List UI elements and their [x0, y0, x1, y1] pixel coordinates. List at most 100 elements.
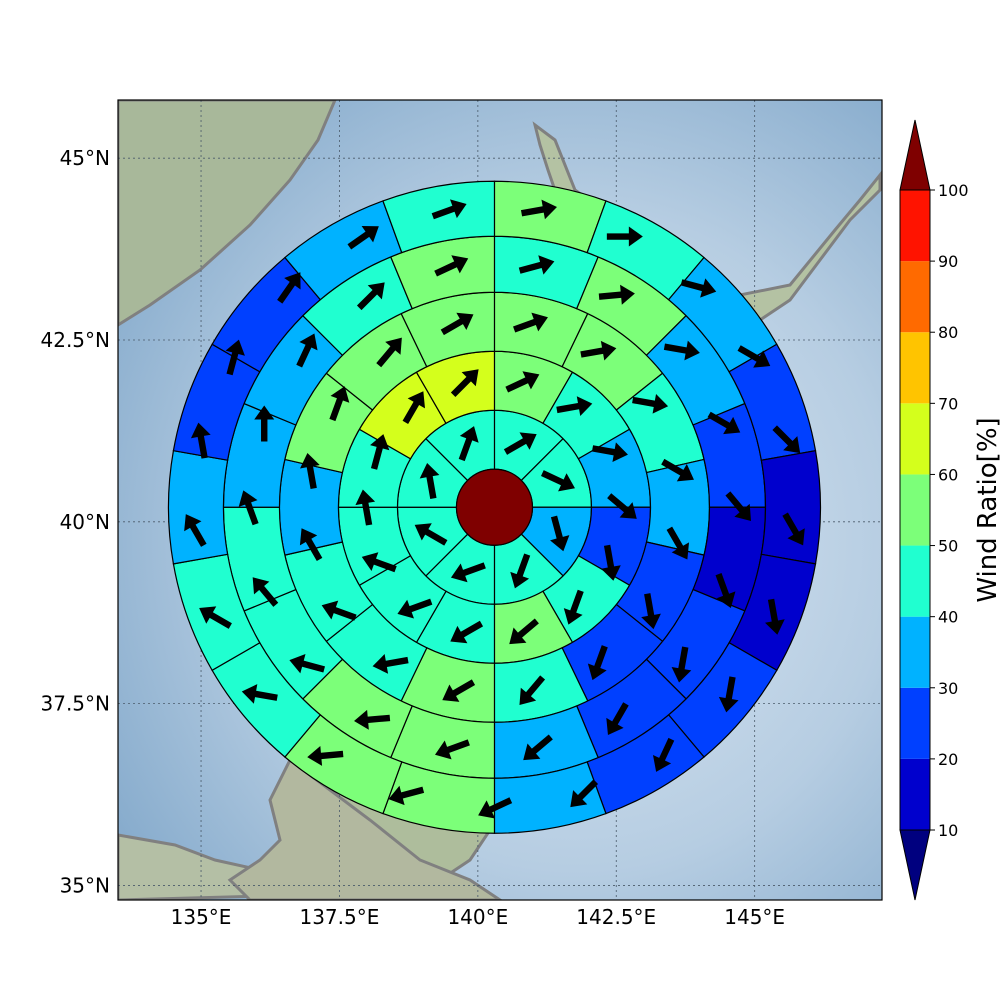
wind-arrow [587, 645, 608, 681]
lon-tick-label: 145°E [724, 905, 785, 929]
lat-tick-label: 40°N [60, 510, 110, 534]
colorbar-over-triangle [899, 119, 931, 191]
lon-tick-label: 142.5°E [576, 905, 656, 929]
center-cell [455, 468, 534, 546]
wind-arrow [435, 739, 470, 760]
land-mainland-asia [118, 100, 337, 327]
wind-arrow [307, 745, 344, 766]
wind-arrow [450, 620, 484, 644]
colorbar-tick-label: 80 [938, 323, 958, 342]
wind-arrow [225, 339, 245, 376]
wind-arrow [607, 493, 637, 519]
wind-arrow [458, 426, 479, 462]
wind-arrow [580, 340, 617, 361]
lon-tick-label: 140°E [447, 905, 508, 929]
wind-arrow [252, 577, 279, 607]
wind-arrow [772, 425, 801, 454]
wind-arrow [715, 573, 736, 608]
wind-arrow [254, 405, 275, 442]
wind-arrow [632, 393, 669, 414]
wind-arrow [598, 284, 635, 305]
wind-arrow [520, 199, 557, 220]
lat-tick-label: 42.5°N [41, 328, 111, 352]
wind-arrow [510, 553, 531, 589]
wind-arrow [199, 606, 232, 629]
wind-arrow [523, 734, 553, 761]
colorbar-label: Wind Ratio[%] [973, 417, 1000, 602]
wind-arrow [671, 646, 692, 683]
map-frame [117, 99, 883, 901]
wind-arrow [402, 391, 426, 424]
colorbar-tick-label: 10 [938, 821, 958, 840]
wind-arrow [652, 737, 675, 772]
wind-arrow [505, 371, 540, 393]
wind-arrow [431, 199, 467, 220]
wind-arrow [361, 552, 397, 573]
wind-arrow [680, 278, 717, 298]
wind-arrow [765, 598, 785, 635]
colorbar-tick-label: 30 [938, 679, 958, 698]
wind-arrow [450, 562, 486, 583]
wind-arrow [329, 386, 350, 422]
colorbar-under-triangle [899, 829, 931, 901]
wind-arrow [606, 226, 643, 247]
wind-arrow [641, 593, 661, 630]
colorbar-segment [900, 616, 930, 688]
colorbar-tick-label: 40 [938, 608, 958, 627]
wind-arrow [356, 282, 385, 311]
wind-arrow [591, 442, 628, 463]
wind-arrow [737, 345, 771, 368]
colorbar-segment [900, 545, 930, 617]
wind-arrow [238, 490, 259, 526]
colorbar-segment [900, 474, 930, 546]
colorbar-tick-label: 100 [938, 181, 969, 200]
colorbar-tick-label: 90 [938, 252, 958, 271]
wind-arrow [397, 598, 433, 619]
wind-arrow [190, 422, 211, 459]
wind-arrow [606, 702, 629, 736]
wind-arrow [241, 684, 278, 704]
wind-arrow [518, 255, 555, 275]
wind-arrow [299, 528, 323, 562]
wind-arrow [513, 312, 548, 333]
wind-arrow [450, 369, 479, 397]
colorbar-tick-label: 70 [938, 394, 958, 413]
wind-arrow [419, 462, 440, 499]
wind-arrow [442, 679, 476, 702]
wind-arrow [372, 654, 409, 674]
colorbar-segment [900, 190, 930, 262]
colorbar-tick-label: 20 [938, 750, 958, 769]
wind-arrow [376, 337, 402, 368]
wind-arrow [277, 272, 301, 304]
wind-arrow [440, 312, 474, 336]
colorbar: 10 20 30 40 50 60 70 80 90 100 [899, 119, 969, 901]
colorbar-segment [900, 332, 930, 404]
wind-arrow [184, 514, 207, 547]
lat-tick-labels: 35°N 37.5°N 40°N 42.5°N 45°N [41, 146, 111, 897]
wind-arrow [782, 512, 805, 546]
lat-tick-label: 45°N [60, 146, 110, 170]
wind-arrow [414, 523, 448, 546]
wind-arrow [347, 226, 379, 250]
wind-arrow [354, 709, 391, 730]
colorbar-frame [899, 189, 931, 831]
wind-arrow [503, 432, 537, 455]
polar-cell [760, 449, 822, 565]
wind-arrow [519, 675, 546, 705]
wind-arrow [300, 452, 320, 489]
wind-arrow [725, 491, 752, 522]
wind-arrow [388, 785, 425, 806]
wind-arrow [509, 618, 539, 645]
wind-arrow [563, 589, 584, 625]
colorbar-segment [900, 758, 930, 830]
wind-arrows [184, 199, 805, 819]
wind-arrow [355, 489, 376, 526]
wind-arrow [718, 676, 739, 713]
lat-tick-label: 37.5°N [41, 692, 111, 716]
colorbar-segment [900, 687, 930, 759]
wind-arrow [296, 333, 318, 368]
wind-arrow [570, 779, 599, 808]
wind-arrow [434, 255, 469, 277]
colorbar-segment [900, 261, 930, 333]
colorbar-tick-label: 60 [938, 465, 958, 484]
